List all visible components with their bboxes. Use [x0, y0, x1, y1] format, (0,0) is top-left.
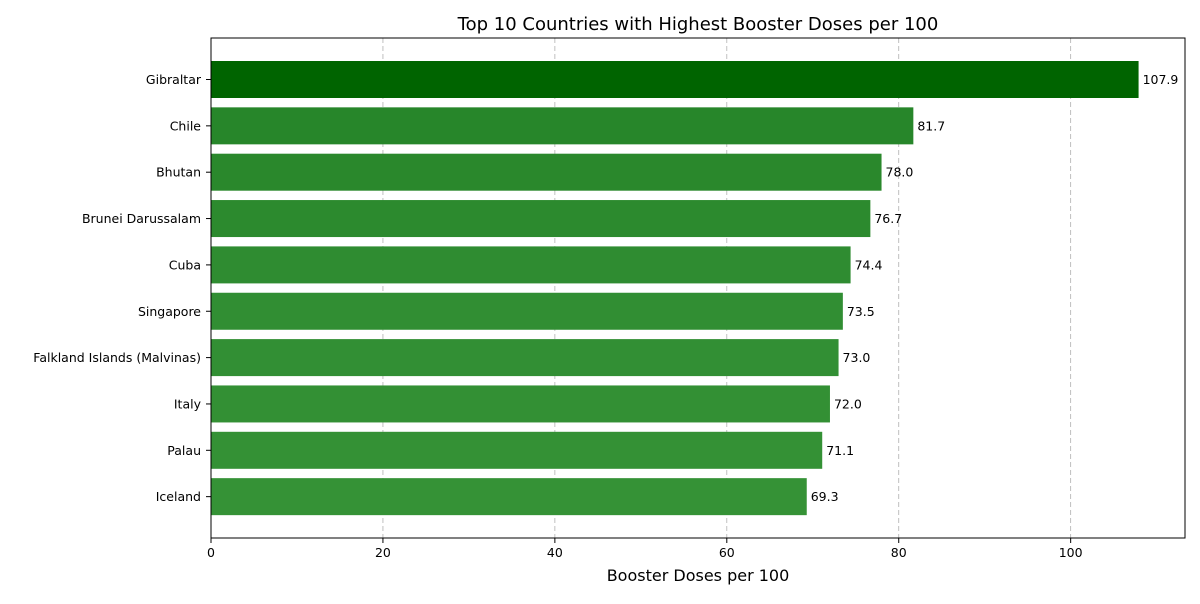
data-labels: 107.9 81.7 78.0 76.7 74.4 73.5 73.0 72.0 71.1 69.…	[811, 72, 1179, 504]
y-tick-label: Italy	[174, 396, 202, 411]
data-label: 71.1	[826, 443, 854, 458]
y-axis-ticks: Gibraltar Chile Bhutan Brunei Darussalam Cub…	[33, 72, 211, 504]
x-tick-label: 80	[891, 545, 907, 560]
x-tick-label: 40	[547, 545, 563, 560]
bar	[211, 478, 807, 516]
bar	[211, 385, 830, 423]
plot-frame	[210, 37, 1186, 539]
y-tick-label: Falkland Islands (Malvinas)	[33, 350, 201, 365]
y-tick-label: Cuba	[169, 257, 201, 272]
y-tick-label: Chile	[170, 118, 202, 133]
bar	[211, 292, 843, 330]
data-label: 74.4	[855, 257, 883, 272]
x-tick-label: 100	[1059, 545, 1083, 560]
data-label: 76.7	[874, 211, 902, 226]
data-label: 81.7	[917, 118, 945, 133]
chart-title: Top 10 Countries with Highest Booster Do…	[457, 14, 939, 35]
y-tick-label: Bhutan	[156, 165, 201, 180]
bar	[211, 246, 851, 284]
y-tick-label: Brunei Darussalam	[82, 211, 201, 226]
x-axis-ticks: 0 20 40 60 80 100	[207, 538, 1083, 560]
bar	[211, 61, 1139, 98]
bar	[211, 153, 882, 191]
x-tick-label: 60	[719, 545, 735, 560]
data-label: 72.0	[834, 396, 862, 411]
data-label: 69.3	[811, 489, 839, 504]
x-tick-label: 0	[207, 545, 215, 560]
y-tick-label: Gibraltar	[146, 72, 202, 87]
bars	[211, 61, 1139, 516]
data-label: 73.0	[843, 350, 871, 365]
y-tick-label: Palau	[167, 443, 201, 458]
x-axis-title: Booster Doses per 100	[607, 566, 790, 585]
bar	[211, 107, 914, 145]
data-label: 107.9	[1143, 72, 1179, 87]
x-tick-label: 20	[375, 545, 391, 560]
bar	[211, 339, 839, 377]
data-label: 73.5	[847, 304, 875, 319]
bar	[211, 200, 871, 238]
y-tick-label: Singapore	[138, 304, 201, 319]
y-tick-label: Iceland	[156, 489, 201, 504]
data-label: 78.0	[886, 165, 914, 180]
bar	[211, 431, 823, 469]
